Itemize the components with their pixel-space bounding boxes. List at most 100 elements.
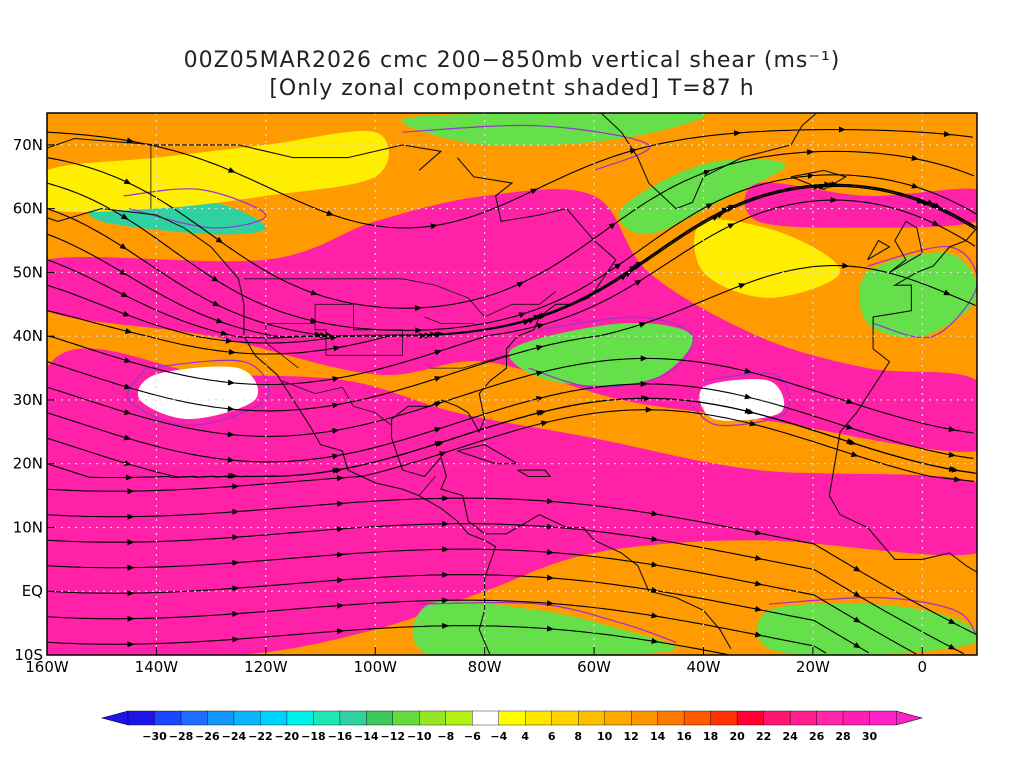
colorbar-label: 14 <box>650 730 666 743</box>
map-frame <box>46 112 978 656</box>
colorbar-swatch <box>313 710 341 726</box>
streamline <box>47 397 977 479</box>
streamline-arrowhead <box>232 559 240 566</box>
coastline <box>828 227 977 528</box>
streamline-arrowhead <box>123 178 132 185</box>
coastline <box>47 208 497 655</box>
shear-shading-region <box>401 113 706 146</box>
latitude-tick-label: 20N <box>13 455 43 473</box>
streamline <box>47 265 976 412</box>
colorbar-label: −6 <box>464 730 481 743</box>
streamline <box>47 185 974 338</box>
colorbar-right-arrow <box>895 710 924 726</box>
streamline-arrowhead <box>124 357 132 364</box>
coastline <box>47 137 443 171</box>
streamline-arrowhead <box>337 602 345 609</box>
streamline-arrowhead <box>326 210 334 216</box>
streamline <box>47 599 827 654</box>
colorbar-swatch <box>339 710 367 726</box>
latitude-tick-label: 60N <box>13 200 43 218</box>
colorbar-swatch <box>392 710 420 726</box>
colorbar-swatch <box>260 710 288 726</box>
political-boundary <box>282 380 392 426</box>
map-title: 00Z05MAR2026 cmc 200−850mb vertical shea… <box>183 48 841 73</box>
streamline-arrowhead <box>232 611 240 618</box>
streamline <box>47 409 975 492</box>
streamline-arrowhead <box>227 405 235 412</box>
streamline-arrowhead <box>232 508 240 515</box>
streamline-arrowhead <box>747 408 755 415</box>
map-subtitle: [Only zonal componetnt shaded] T=87 h <box>269 76 755 101</box>
colorbar-swatch <box>127 710 155 726</box>
streamline-arrowhead <box>831 181 839 188</box>
streamline-arrowhead <box>232 483 240 490</box>
streamline-arrowhead <box>439 451 447 458</box>
streamline-arrowhead <box>119 268 128 276</box>
streamline-arrowhead <box>640 380 648 387</box>
coastline <box>867 527 977 573</box>
coastline <box>600 113 818 210</box>
latitude-tick-label: 10N <box>13 518 43 536</box>
streamline-arrowhead <box>948 451 956 458</box>
colorbar-swatch <box>419 710 447 726</box>
colorbar-label: 30 <box>862 730 878 743</box>
colorbar-label: 8 <box>574 730 582 743</box>
longitude-tick-label: 40W <box>687 658 721 676</box>
streamline-arrowhead <box>220 330 229 336</box>
colorbar-swatch <box>869 710 897 726</box>
streamline <box>47 548 917 655</box>
streamline-arrowhead <box>126 137 135 144</box>
shear-contour <box>867 245 977 339</box>
streamline-arrowhead <box>123 383 132 390</box>
streamline-arrowhead <box>227 456 235 463</box>
streamline-arrowhead <box>442 597 450 604</box>
streamline-arrowhead <box>943 289 951 296</box>
colorbar-label: −16 <box>328 730 353 743</box>
political-boundary <box>314 303 403 356</box>
colorbar-label: −20 <box>275 730 300 743</box>
shear-contour <box>402 124 651 171</box>
streamline <box>47 183 977 355</box>
colorbar-swatch <box>604 710 632 726</box>
streamline-arrowhead <box>124 328 133 334</box>
streamline-arrowhead <box>651 536 659 542</box>
political-boundary <box>418 476 436 496</box>
latitude-tick-label: EQ <box>22 582 43 600</box>
colorbar-label: −14 <box>354 730 379 743</box>
streamline-arrowhead <box>638 322 647 328</box>
streamline <box>47 497 977 635</box>
streamline-arrowhead <box>216 317 224 324</box>
longitude-tick-label: 160W <box>25 658 69 676</box>
streamline-arrowhead <box>540 312 548 319</box>
streamline-arrowhead <box>434 376 442 382</box>
streamline-arrowhead <box>546 498 555 505</box>
streamline-arrowhead <box>754 580 763 587</box>
colorbar-swatch <box>736 710 765 726</box>
streamline-arrowhead <box>807 172 815 179</box>
streamline <box>47 199 976 386</box>
latitude-tick-label: 10S <box>14 646 43 664</box>
streamline-arrowhead <box>733 130 742 137</box>
streamline-arrowhead <box>911 182 919 189</box>
streamline-arrowhead <box>442 520 450 527</box>
streamline-arrowhead <box>546 625 555 632</box>
streamline-arrowhead <box>127 615 135 622</box>
streamline-arrowhead <box>754 554 763 561</box>
colorbar-label: 12 <box>624 730 639 743</box>
streamline-arrowhead <box>842 262 850 269</box>
colorbar-label: 18 <box>703 730 718 743</box>
streamline-arrowhead <box>127 641 135 648</box>
colorbar-label: −26 <box>195 730 220 743</box>
longitude-tick-label: 120W <box>244 658 288 676</box>
streamline-arrowhead <box>120 291 129 298</box>
streamline-arrowhead <box>430 223 438 230</box>
streamline-arrowhead <box>123 460 132 466</box>
colorbar-swatch <box>578 710 606 726</box>
latitude-tick-label: 40N <box>13 327 43 345</box>
colorbar-label: −4 <box>490 730 507 743</box>
political-boundary <box>424 316 474 324</box>
streamline-arrowhead <box>643 395 651 402</box>
streamline-arrowhead <box>754 529 763 536</box>
streamline-arrowhead <box>953 476 962 483</box>
colorbar-label: −10 <box>407 730 432 743</box>
